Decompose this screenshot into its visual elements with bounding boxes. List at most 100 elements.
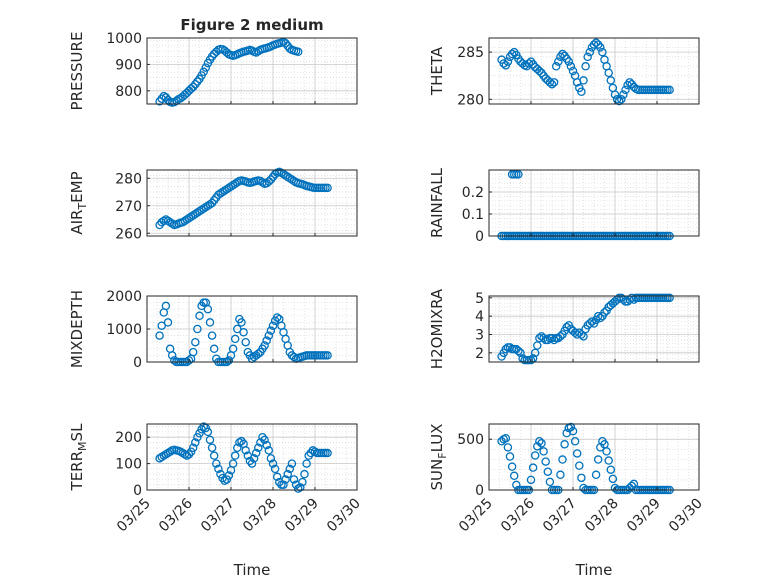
data-point [207,443,217,453]
y-axis-label-subscript: F [436,452,449,458]
data-point [241,446,250,455]
data-point [602,447,611,456]
data-point [287,175,297,184]
data-point [579,76,588,85]
data-point [614,96,624,106]
data-point [530,451,540,460]
data-point [270,169,280,179]
data-point [577,330,586,339]
data-point [509,471,519,481]
y-axis-label-rest: SL [68,423,86,442]
data-point [205,435,215,445]
data-point [277,168,286,177]
data-point [279,169,288,179]
data-point [197,205,206,215]
data-point [556,332,565,341]
data-point [195,311,204,321]
data-point [188,443,198,453]
y-axis-label-rest: EMP [68,171,86,202]
data-point [533,341,542,350]
subplot-2: 280 285 THETA [428,37,700,108]
data-point [524,59,534,68]
data-point [501,344,511,354]
y-tick-label: 280 [115,171,142,187]
data-point [499,59,508,68]
data-point [247,459,257,468]
data-point [296,483,305,492]
data-point [203,427,213,437]
data-point [547,333,557,343]
data-point [568,426,578,436]
data-point [507,49,517,59]
data-point [180,216,190,226]
data-point [619,90,628,99]
x-tick-label: 03/26 [156,495,196,535]
data-point [195,206,204,216]
data-point [585,47,595,57]
data-point [191,337,200,347]
data-point [627,293,637,303]
data-point [558,455,567,464]
y-tick-label: 0.1 [462,207,484,223]
data-point [535,66,544,76]
data-point [541,457,550,466]
data-point [159,451,169,460]
data-point [218,187,227,197]
x-tick-label: 03/25 [456,496,496,536]
y-tick-label: 500 [457,432,484,448]
data-point [199,204,208,213]
data-point [545,78,555,87]
data-point [254,443,263,453]
x-tick-label: 03/28 [240,496,280,536]
data-point [207,52,217,61]
data-point [161,450,171,459]
data-point [610,90,620,99]
data-point [526,355,536,365]
axes-frame [488,169,700,237]
data-point [191,79,200,89]
data-point [539,333,548,343]
y-tick-label: 260 [115,226,142,242]
data-point [191,438,200,447]
data-point [228,459,238,468]
data-point [579,332,588,341]
data-point [549,335,559,345]
data-point [505,452,515,461]
data-point [222,184,232,194]
data-point [283,469,292,479]
figure-title: Figure 2 medium [180,16,323,34]
data-point [203,201,213,210]
data-point [272,472,282,482]
y-tick-label: 280 [457,92,484,108]
x-tick-label: 03/29 [624,496,664,536]
data-point [220,186,229,195]
data-point [226,182,236,191]
data-point [170,97,179,107]
data-point [598,47,607,57]
data-point [237,436,246,446]
data-point [272,313,282,322]
data-point [193,324,202,334]
data-point [310,447,320,456]
y-axis-label-subscript: T [76,203,89,211]
data-point [606,465,616,474]
subplot-3: 260 270 280 AIRTEMP [68,167,358,242]
y-tick-label: 2 [475,346,484,362]
data-point [228,180,238,190]
data-point [264,446,274,455]
data-point [165,447,175,456]
y-axis-label: MIXDEPTH [68,290,86,368]
data-point [157,452,166,462]
y-axis-label: RAINFALL [428,167,446,238]
data-point [184,213,194,223]
data-point [547,79,557,89]
data-point [186,84,196,93]
data-point [209,344,219,354]
x-tick-label: 03/28 [582,496,622,536]
y-axis-label: H2OMIXRA [428,288,446,369]
data-point [157,94,166,103]
data-point [224,471,234,480]
data-point [575,461,584,470]
data-point [530,348,540,358]
